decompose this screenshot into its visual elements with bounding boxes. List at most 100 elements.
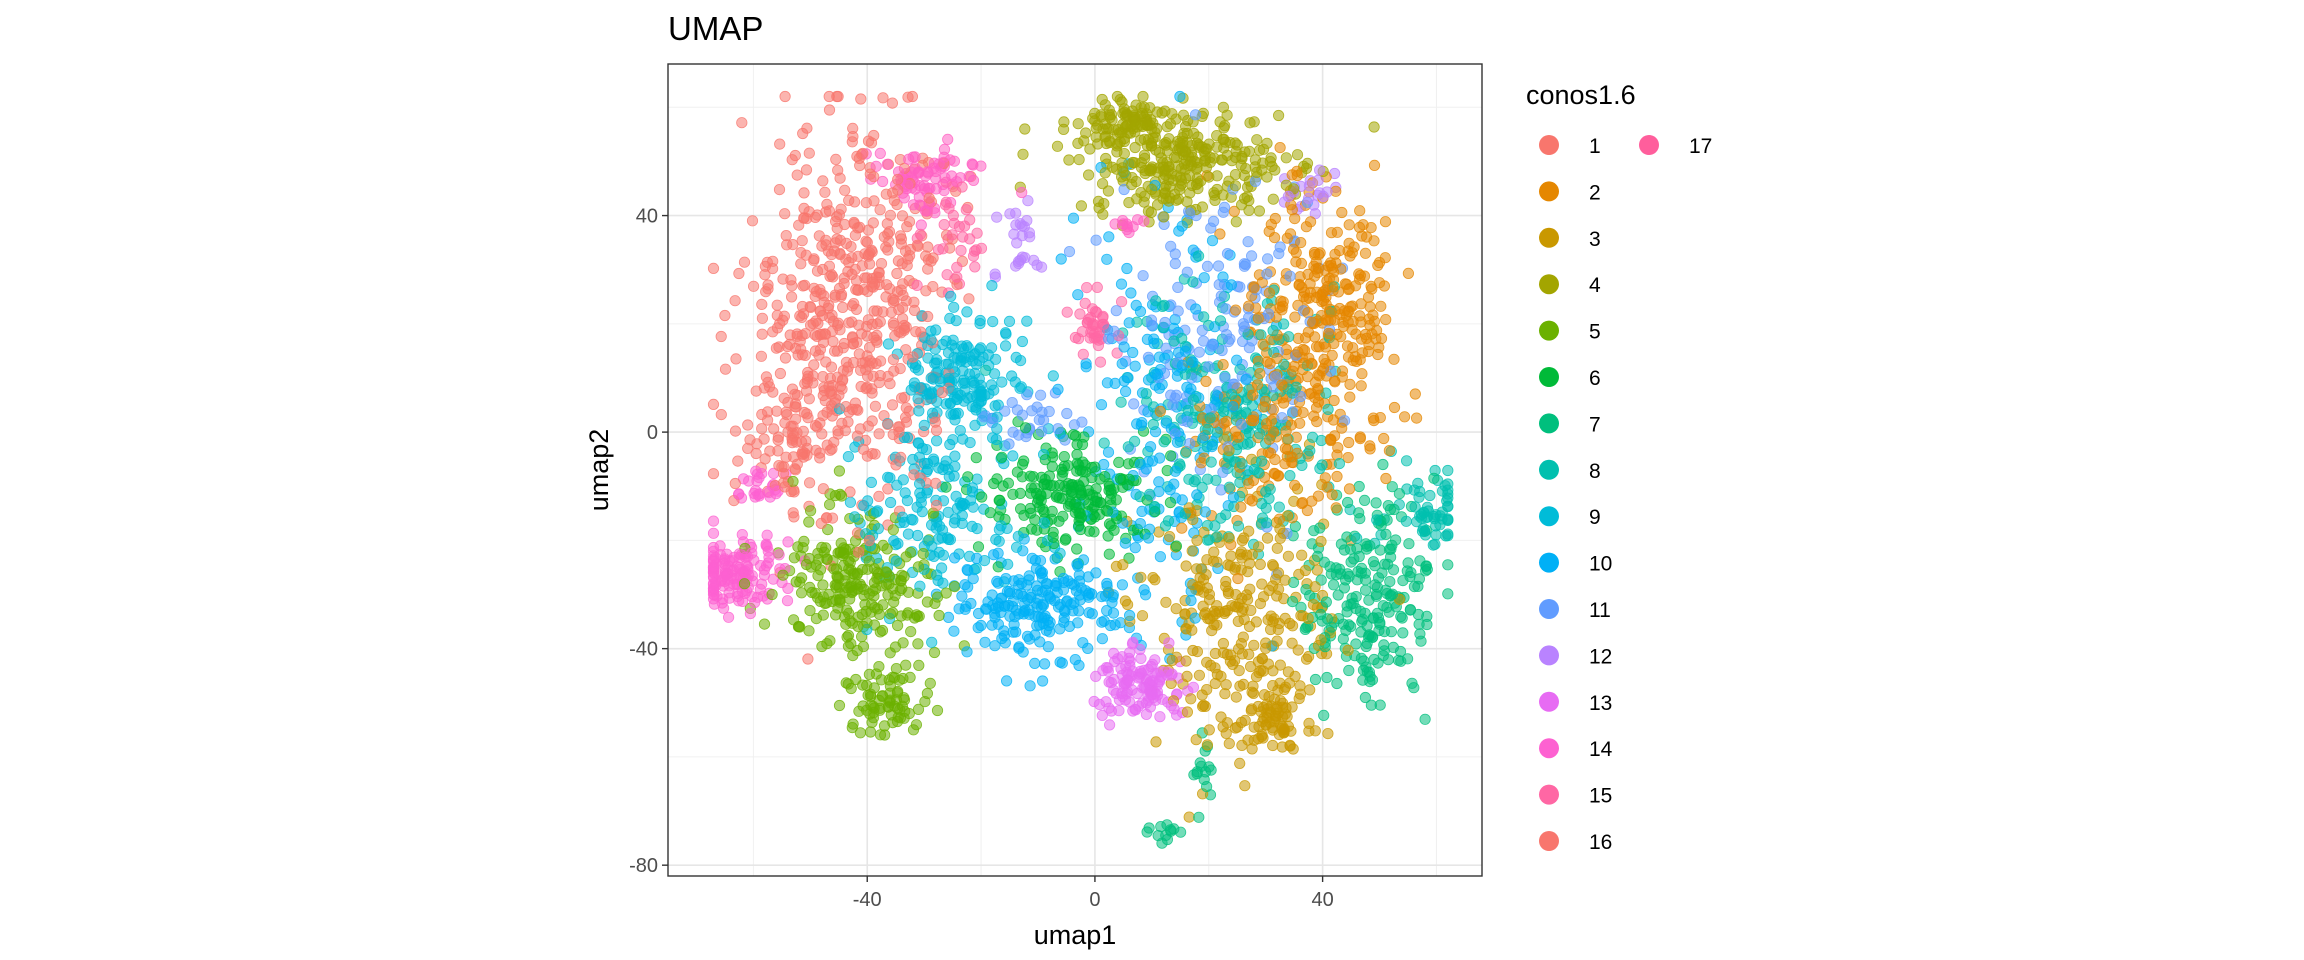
data-point-cluster-3 — [1256, 653, 1269, 665]
data-point-cluster-9 — [884, 496, 897, 509]
data-point-cluster-2 — [1277, 296, 1289, 308]
data-point-cluster-3 — [1279, 574, 1291, 586]
data-point-cluster-2 — [1374, 411, 1386, 424]
data-point-cluster-1 — [742, 442, 754, 454]
data-point-cluster-2 — [1375, 300, 1387, 312]
data-point-cluster-3 — [1272, 684, 1284, 696]
data-point-cluster-7 — [1360, 584, 1372, 596]
data-point-cluster-11 — [1206, 338, 1219, 350]
data-point-cluster-7 — [1396, 612, 1408, 624]
data-point-cluster-8 — [1252, 466, 1264, 479]
data-point-cluster-5 — [834, 594, 846, 606]
data-point-cluster-11 — [1172, 281, 1184, 293]
data-point-cluster-1 — [846, 316, 858, 328]
data-point-cluster-5 — [874, 626, 886, 638]
data-point-cluster-14 — [707, 515, 720, 527]
data-point-cluster-1 — [755, 350, 768, 362]
data-point-cluster-9 — [915, 491, 927, 503]
data-point-cluster-1 — [801, 408, 813, 420]
data-point-cluster-1 — [729, 425, 742, 437]
data-point-cluster-10 — [992, 547, 1004, 559]
data-point-cluster-10 — [1227, 401, 1239, 413]
data-point-cluster-2 — [1335, 331, 1347, 343]
x-tick-label: 0 — [1089, 889, 1100, 911]
data-point-cluster-9 — [909, 381, 921, 393]
data-point-cluster-2 — [1378, 432, 1390, 445]
data-point-cluster-1 — [925, 255, 937, 267]
data-point-cluster-11 — [1220, 303, 1232, 315]
data-point-cluster-10 — [1095, 399, 1108, 411]
data-point-cluster-3 — [1322, 727, 1334, 740]
data-point-cluster-10 — [1017, 646, 1029, 658]
data-point-cluster-16 — [946, 170, 958, 182]
data-point-cluster-1 — [882, 418, 894, 430]
data-point-cluster-2 — [1359, 247, 1372, 259]
data-point-cluster-2 — [1336, 206, 1348, 219]
data-point-cluster-16 — [909, 162, 921, 174]
data-point-cluster-10 — [1129, 542, 1141, 554]
data-point-cluster-1 — [829, 291, 841, 303]
data-point-cluster-1 — [888, 319, 900, 331]
data-point-cluster-13 — [1116, 651, 1128, 663]
data-point-cluster-8 — [1260, 517, 1273, 529]
data-point-cluster-4 — [1159, 164, 1171, 176]
data-point-cluster-2 — [1354, 205, 1366, 217]
data-point-cluster-8 — [1307, 431, 1319, 443]
data-point-cluster-9 — [882, 471, 894, 483]
data-point-cluster-13 — [1105, 705, 1118, 717]
data-point-cluster-7 — [1353, 507, 1365, 519]
data-point-cluster-11 — [1038, 414, 1050, 426]
data-point-cluster-9 — [911, 529, 924, 542]
data-point-cluster-4 — [1208, 187, 1220, 199]
data-point-cluster-10 — [1056, 657, 1068, 669]
data-point-cluster-7 — [1382, 499, 1394, 512]
data-point-cluster-10 — [1134, 517, 1146, 530]
data-point-cluster-2 — [1311, 341, 1323, 353]
data-point-cluster-9 — [914, 580, 926, 592]
data-point-cluster-1 — [963, 293, 975, 305]
data-point-cluster-2 — [1289, 479, 1301, 491]
data-point-cluster-5 — [766, 588, 778, 601]
data-point-cluster-10 — [1086, 608, 1098, 620]
data-point-cluster-4 — [1089, 107, 1101, 120]
data-point-cluster-8 — [1159, 520, 1172, 532]
data-point-cluster-16 — [913, 191, 925, 203]
data-point-cluster-1 — [884, 283, 896, 295]
data-point-cluster-6 — [996, 451, 1008, 463]
data-point-cluster-2 — [1269, 212, 1281, 225]
data-point-cluster-7 — [1419, 713, 1431, 725]
data-point-cluster-9 — [979, 389, 991, 401]
data-point-cluster-10 — [1116, 579, 1129, 591]
data-point-cluster-9 — [929, 357, 941, 369]
data-point-cluster-1 — [874, 316, 886, 328]
chart-title: UMAP — [668, 10, 763, 47]
data-point-cluster-1 — [831, 90, 843, 103]
data-point-cluster-3 — [1179, 608, 1191, 620]
data-point-cluster-3 — [1274, 523, 1286, 535]
data-point-cluster-6 — [1016, 471, 1028, 483]
data-point-cluster-16 — [967, 174, 980, 186]
data-point-cluster-1 — [863, 360, 875, 372]
data-point-cluster-8 — [1202, 534, 1214, 546]
data-point-cluster-3 — [1122, 598, 1134, 611]
data-point-cluster-2 — [1307, 316, 1319, 328]
data-point-cluster-6 — [1113, 456, 1125, 468]
data-point-cluster-15 — [1094, 356, 1107, 368]
data-point-cluster-1 — [892, 173, 904, 186]
data-point-cluster-14 — [746, 570, 758, 582]
data-point-cluster-3 — [1181, 670, 1193, 683]
legend-key-1 — [1539, 135, 1559, 155]
data-point-cluster-7 — [1408, 580, 1421, 593]
data-point-cluster-6 — [997, 480, 1009, 492]
data-point-cluster-1 — [820, 512, 833, 524]
data-point-cluster-9 — [842, 450, 855, 463]
data-point-cluster-7 — [1337, 618, 1350, 630]
data-point-cluster-2 — [1291, 165, 1303, 177]
data-point-cluster-3 — [1147, 571, 1159, 584]
legend-label-15: 15 — [1589, 785, 1612, 808]
data-point-cluster-1 — [756, 423, 768, 435]
data-point-cluster-9 — [967, 501, 979, 513]
data-point-cluster-13 — [1140, 708, 1153, 721]
data-point-cluster-6 — [1105, 520, 1117, 532]
